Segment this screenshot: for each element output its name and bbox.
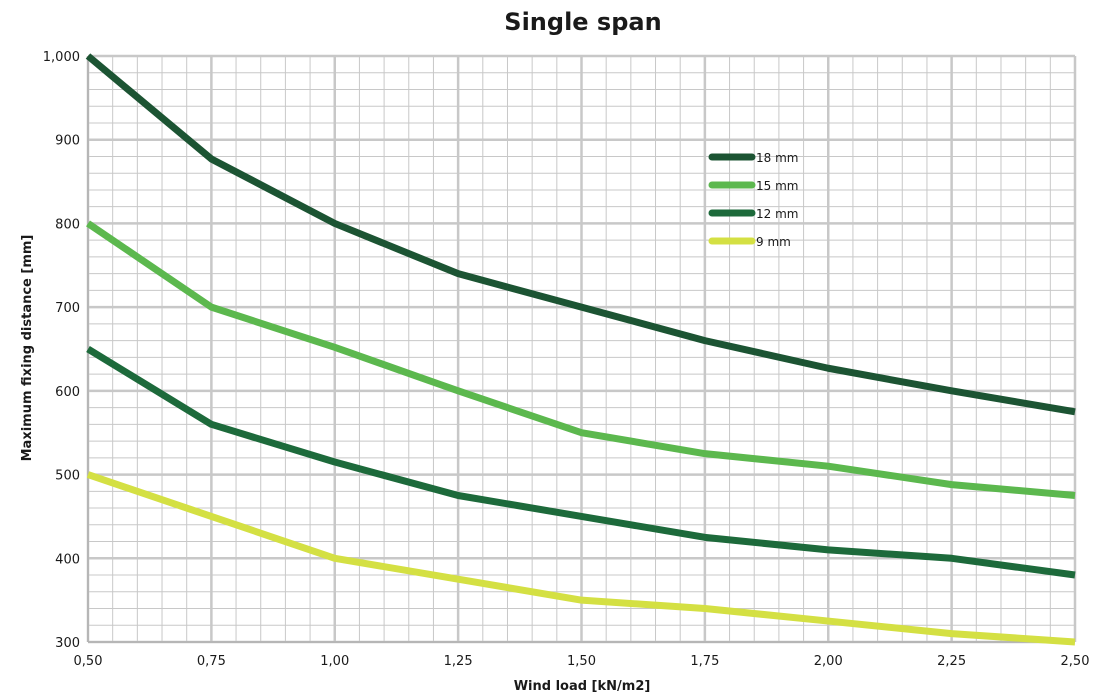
series-line-12-mm (86, 346, 1076, 579)
y-tick-label: 800 (55, 217, 80, 232)
legend: 18 mm 15 mm 12 mm 9 mm (708, 151, 798, 249)
y-tick-label: 400 (55, 552, 80, 567)
legend-label: 15 mm (756, 179, 798, 193)
x-axis-title: Wind load [kN/m2] (514, 679, 651, 694)
x-tick-label: 0,50 (74, 654, 103, 669)
series-lines (85, 53, 1076, 646)
y-tick-label: 900 (55, 134, 80, 149)
legend-label: 12 mm (756, 207, 798, 221)
x-tick-label: 1,25 (444, 654, 473, 669)
y-tick-label: 700 (55, 301, 80, 316)
legend-label: 9 mm (756, 235, 791, 249)
chart-title: Single span (504, 8, 661, 36)
y-tick-label: 300 (55, 636, 80, 651)
x-tick-label: 2,25 (937, 654, 966, 669)
series-line-18-mm (85, 53, 1076, 416)
y-axis-title: Maximum fixing distance [mm] (20, 235, 35, 462)
y-tick-label: 500 (55, 469, 80, 484)
x-tick-label: 1,00 (320, 654, 349, 669)
y-tick-label: 1,000 (43, 50, 80, 65)
x-axis-ticks: 0,50 0,75 1,00 1,25 1,50 1,75 2,00 2,25 2,50 (74, 654, 1090, 669)
x-tick-label: 1,75 (690, 654, 719, 669)
series-line-9-mm (86, 471, 1076, 646)
series-line-15-mm (86, 220, 1076, 499)
x-tick-label: 1,50 (567, 654, 596, 669)
x-tick-label: 2,00 (814, 654, 843, 669)
x-tick-label: 2,50 (1061, 654, 1090, 669)
legend-label: 18 mm (756, 151, 798, 165)
y-tick-label: 600 (55, 385, 80, 400)
x-tick-label: 0,75 (197, 654, 226, 669)
y-axis-ticks: 300 400 500 600 700 800 900 1,000 (43, 50, 80, 651)
